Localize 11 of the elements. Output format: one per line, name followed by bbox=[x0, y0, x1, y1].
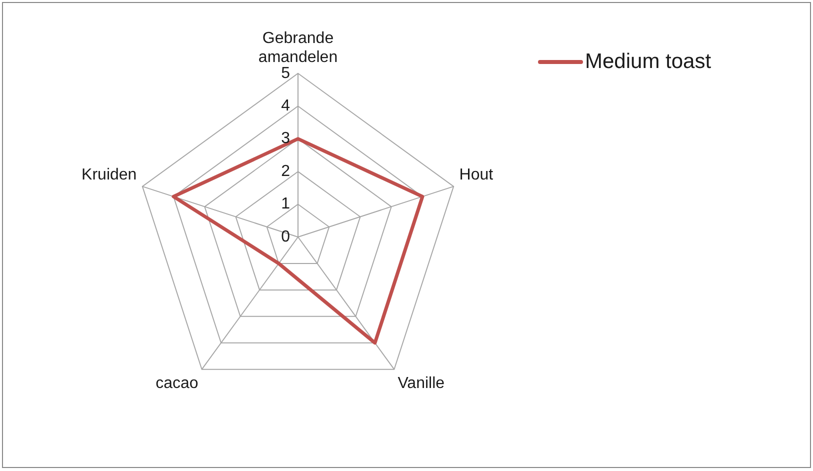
spoke-label: cacao bbox=[156, 375, 198, 392]
spoke-label: Gebrande amandelen bbox=[258, 30, 338, 66]
y-tick-label: 0 bbox=[281, 228, 290, 246]
y-tick-label: 2 bbox=[281, 162, 290, 180]
y-tick-label: 4 bbox=[281, 98, 290, 115]
legend-label: Medium toast bbox=[585, 50, 712, 73]
spoke-label: Vanille bbox=[398, 375, 445, 392]
y-tick-label: 1 bbox=[281, 196, 290, 213]
y-tick-label: 5 bbox=[281, 64, 290, 82]
spoke-label: Kruiden bbox=[82, 166, 137, 184]
spoke-label: Hout bbox=[459, 166, 494, 184]
